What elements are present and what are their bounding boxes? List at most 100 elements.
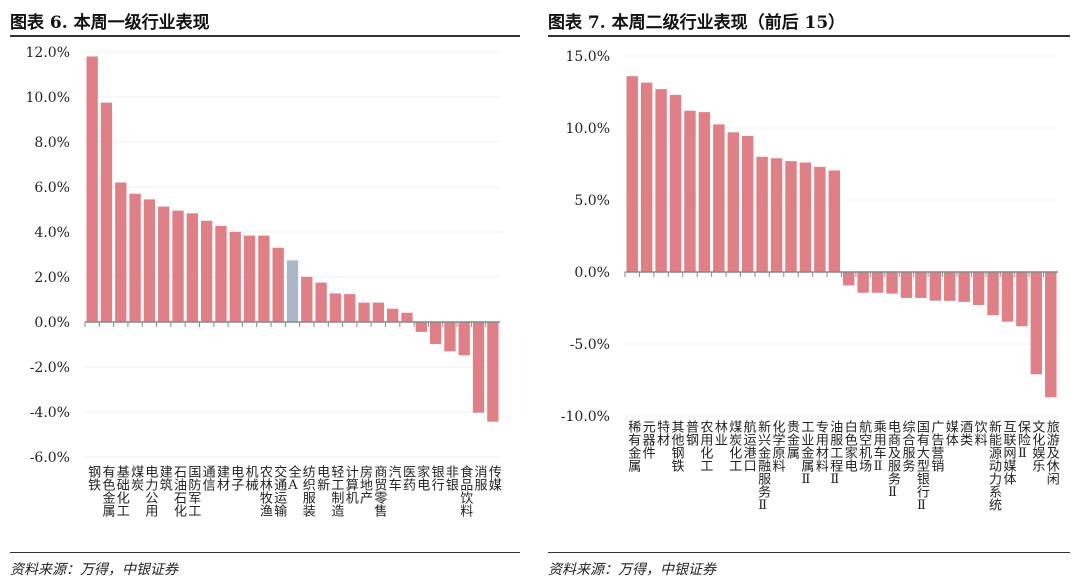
y-tick-label: 8.0% <box>34 135 70 151</box>
source-note: 资料来源：万得，中银证券 <box>10 562 178 578</box>
category-label: 全A <box>285 465 301 493</box>
y-tick-label: 10.0% <box>566 121 610 137</box>
bar <box>258 235 270 322</box>
y-tick-label: 10.0% <box>26 90 70 106</box>
category-label: 工业金属Ⅱ <box>798 420 814 487</box>
category-label: 文化娱乐 <box>1029 420 1045 472</box>
category-label: 特材 <box>654 420 670 446</box>
bar <box>200 220 213 322</box>
y-tick-label: -10.0% <box>561 409 610 425</box>
category-label: 纺织服装 <box>299 465 315 517</box>
right-panel: 图表 7. 本周二级行业表现（前后 15） 15.0% 10.0% 5.0% 0.0%… <box>548 0 1070 582</box>
bar <box>1016 272 1028 327</box>
category-label: 钢铁 <box>85 465 101 491</box>
category-label: 电商及服务Ⅱ <box>885 420 901 500</box>
category-label: 煤炭 <box>128 465 144 491</box>
bar <box>301 276 313 322</box>
bar <box>741 135 754 272</box>
category-label: 石油石化 <box>171 465 187 517</box>
category-label: 消服 <box>471 465 487 491</box>
category-label: 乘用车Ⅱ <box>870 420 886 474</box>
category-label: 食品饮料 <box>457 465 473 517</box>
category-label: 媒体 <box>942 420 958 446</box>
bar <box>315 282 327 322</box>
bar <box>987 272 999 316</box>
category-label: 广告营销 <box>928 420 944 472</box>
category-label: 稀有金属 <box>625 420 641 472</box>
category-label: 家电 <box>414 465 430 491</box>
category-label: 汽车 <box>385 465 401 491</box>
y-tick-label: 5.0% <box>574 193 610 209</box>
category-label: 轻工制造 <box>328 465 344 517</box>
bar <box>669 94 682 272</box>
category-label: 航空机场 <box>856 420 872 472</box>
y-tick-label: -4.0% <box>30 405 70 421</box>
bar <box>286 260 299 322</box>
bar <box>129 193 141 322</box>
bar <box>886 272 898 294</box>
category-label: 化学原料 <box>769 420 785 472</box>
bar <box>655 89 667 273</box>
bar <box>972 272 985 305</box>
category-label: 农用化工 <box>697 420 713 472</box>
bar <box>828 170 840 272</box>
source-rule <box>10 552 520 553</box>
bar <box>172 210 184 322</box>
bar <box>929 272 942 301</box>
category-label: 计算机 <box>342 465 358 504</box>
y-tick-label: 0.0% <box>574 265 610 281</box>
category-label: 基础化工 <box>113 465 129 517</box>
bar <box>785 161 797 272</box>
bar <box>1030 272 1043 375</box>
bar <box>358 302 370 322</box>
bar <box>958 272 970 302</box>
bar <box>429 322 442 345</box>
category-label: 通信 <box>199 465 215 491</box>
category-label: 交通运输 <box>271 465 287 517</box>
subindustry-bar-chart: 15.0% 10.0% 5.0% 0.0% -5.0% -10.0% <box>561 49 1058 425</box>
bar <box>915 272 927 298</box>
bar <box>143 199 156 322</box>
title-rule <box>10 35 520 37</box>
bar <box>944 272 956 301</box>
y-tick-label: -5.0% <box>570 337 610 353</box>
bar <box>458 322 470 356</box>
category-label: 专用材料 <box>812 420 828 472</box>
category-label: 综合服务 <box>899 420 915 472</box>
left-panel: 图表 6. 本周一级行业表现 12.0% 10.0% 8.0% 6.0% 4.0% 2.0… <box>10 0 520 582</box>
source-rule <box>548 552 1070 553</box>
category-label: 电子 <box>228 465 244 491</box>
category-label: 白色家电 <box>841 420 857 472</box>
bar <box>698 112 711 272</box>
bar <box>372 302 385 322</box>
bar <box>487 322 499 422</box>
bar <box>684 110 696 272</box>
bar <box>857 272 869 293</box>
category-label: 元器件 <box>639 420 655 459</box>
category-label: 林业 <box>711 420 727 446</box>
bar <box>900 272 913 298</box>
category-label: 有色金属 <box>99 465 115 517</box>
bar <box>799 162 812 272</box>
bar <box>472 322 485 413</box>
y-tick-label: 15.0% <box>566 49 610 65</box>
category-label: 国防军工 <box>185 465 201 517</box>
category-label: 建材 <box>213 465 229 491</box>
bar <box>640 82 653 272</box>
y-tick-label: 2.0% <box>34 270 70 286</box>
category-label: 电力公用 <box>142 465 158 517</box>
category-label: 房地产 <box>357 465 373 504</box>
category-label: 农林牧渔 <box>256 465 272 517</box>
y-tick-label: 0.0% <box>34 315 70 331</box>
category-label: 新兴金融服务Ⅱ <box>755 420 771 513</box>
category-label: 新能源动力系统 <box>986 420 1002 511</box>
category-label: 电新 <box>314 465 330 491</box>
bar <box>727 132 739 272</box>
category-label: 建筑 <box>156 465 172 491</box>
category-label: 保险Ⅱ <box>1014 420 1030 461</box>
bar <box>158 206 170 322</box>
bar <box>444 322 456 352</box>
bar <box>387 308 399 322</box>
y-tick-label: 4.0% <box>34 225 70 241</box>
category-label: 贵金属 <box>783 420 799 459</box>
